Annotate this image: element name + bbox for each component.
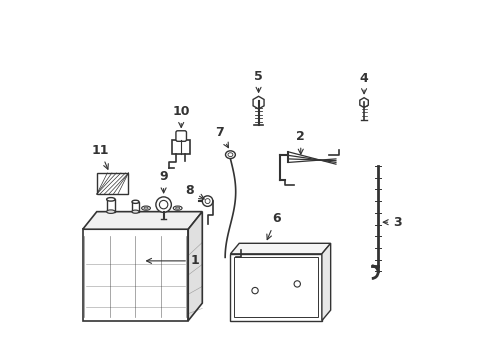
- Bar: [132, 202, 139, 212]
- Text: 10: 10: [172, 105, 189, 127]
- Ellipse shape: [160, 207, 163, 209]
- Polygon shape: [82, 212, 202, 229]
- Circle shape: [159, 201, 167, 209]
- Text: 8: 8: [185, 184, 203, 199]
- Polygon shape: [359, 98, 367, 108]
- Bar: [97, 173, 128, 194]
- Polygon shape: [188, 212, 202, 321]
- Ellipse shape: [132, 200, 139, 203]
- Ellipse shape: [175, 207, 180, 209]
- Ellipse shape: [173, 206, 182, 210]
- Ellipse shape: [106, 210, 115, 213]
- Text: 1: 1: [146, 255, 199, 267]
- Ellipse shape: [106, 198, 115, 201]
- Polygon shape: [82, 229, 188, 321]
- Text: 4: 4: [359, 72, 367, 94]
- Polygon shape: [321, 243, 330, 321]
- Circle shape: [156, 197, 171, 212]
- Bar: [230, 254, 321, 321]
- Ellipse shape: [157, 206, 166, 210]
- Text: 6: 6: [266, 212, 280, 240]
- Bar: [172, 140, 190, 154]
- Text: 2: 2: [296, 130, 305, 154]
- Polygon shape: [230, 243, 330, 254]
- FancyBboxPatch shape: [176, 131, 186, 141]
- Text: 11: 11: [91, 144, 108, 169]
- Ellipse shape: [142, 206, 150, 210]
- Circle shape: [251, 287, 258, 294]
- Circle shape: [202, 196, 212, 206]
- Text: 3: 3: [383, 216, 401, 229]
- Ellipse shape: [143, 207, 148, 209]
- Circle shape: [204, 199, 210, 203]
- Ellipse shape: [132, 210, 139, 213]
- Text: 9: 9: [159, 170, 167, 193]
- Ellipse shape: [227, 153, 232, 157]
- Bar: [233, 257, 318, 317]
- Polygon shape: [253, 96, 264, 109]
- Text: 7: 7: [215, 126, 228, 148]
- Text: 5: 5: [254, 70, 263, 92]
- Ellipse shape: [225, 151, 235, 158]
- Circle shape: [293, 281, 300, 287]
- Bar: [106, 199, 115, 212]
